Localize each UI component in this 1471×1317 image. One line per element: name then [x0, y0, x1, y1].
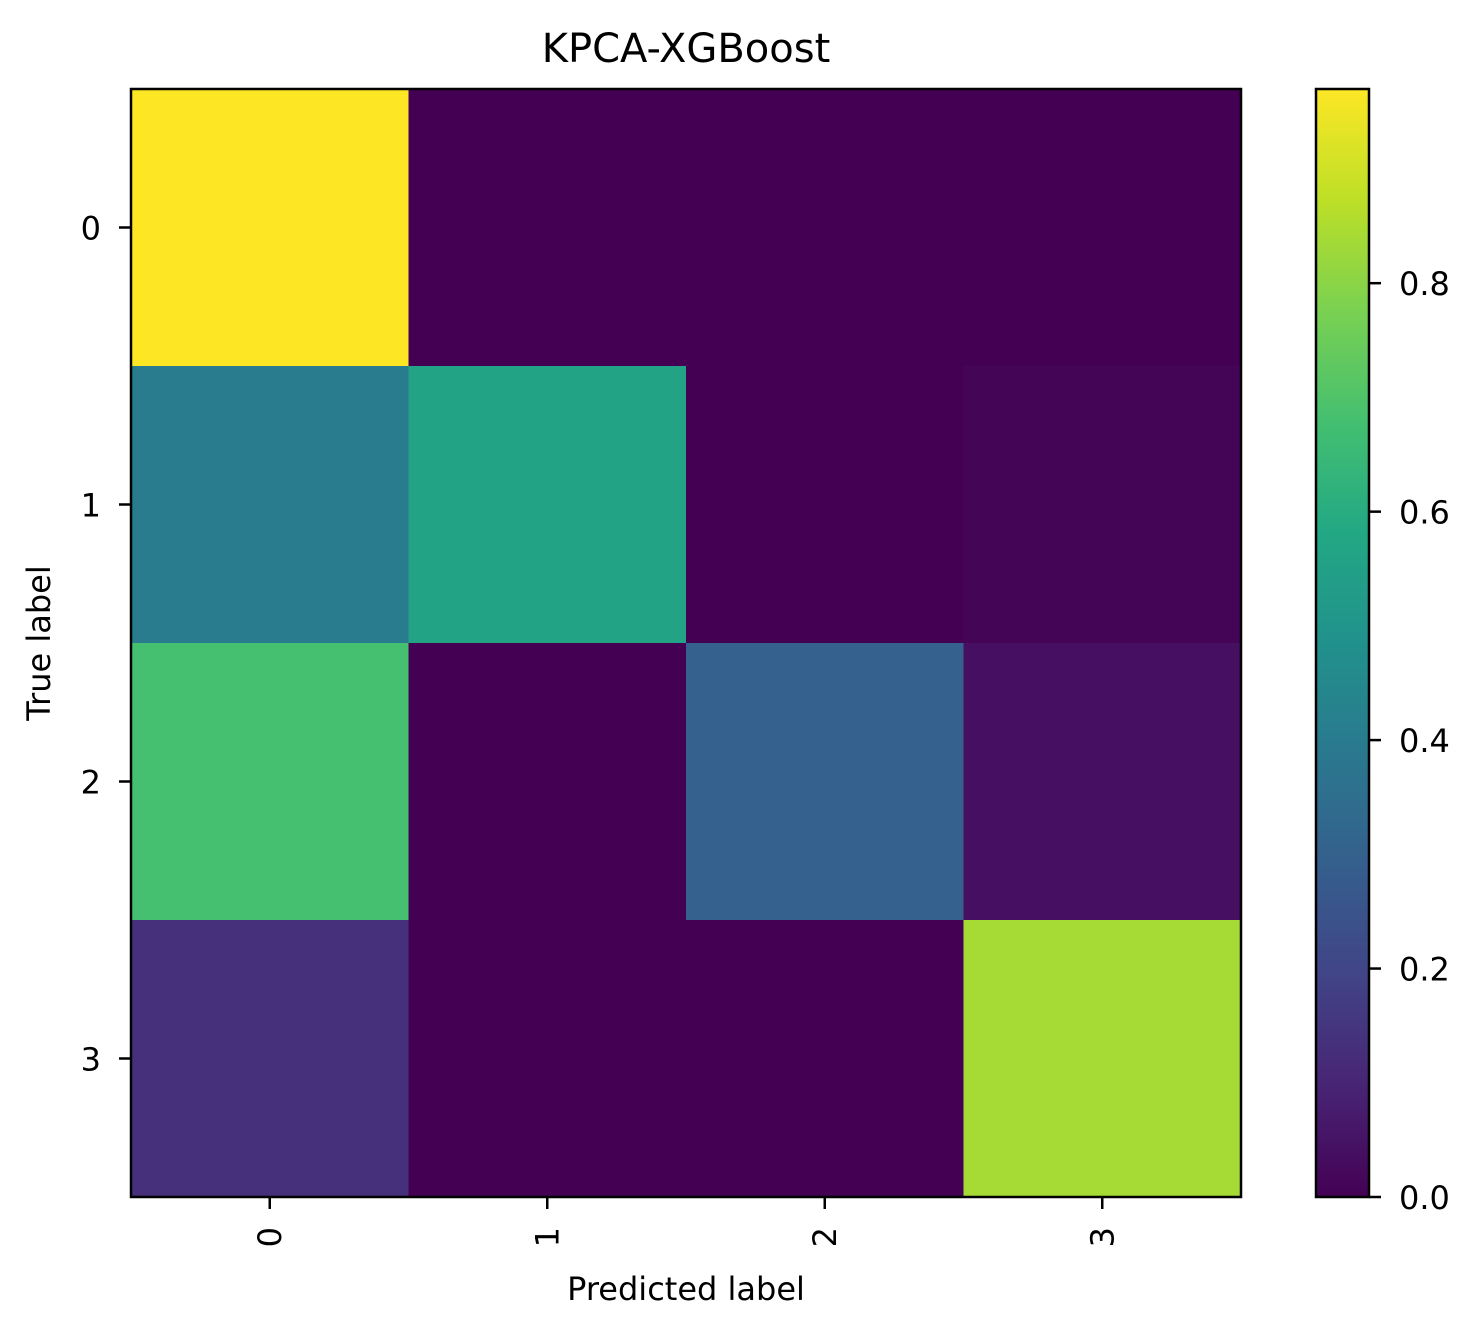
colorbar-tick-label: 0.4: [1399, 722, 1450, 760]
x-axis-label: Predicted label: [567, 1270, 805, 1308]
heatmap-cell: [686, 89, 965, 367]
heatmap-cell: [131, 643, 410, 921]
heatmap-cell: [963, 920, 1242, 1198]
colorbar-tick-label: 0.2: [1399, 951, 1450, 989]
colorbar-tick-label: 0.8: [1399, 265, 1450, 303]
colorbar: [1314, 87, 1371, 1199]
y-tick-label: 1: [81, 487, 101, 525]
x-tick-label: 2: [806, 1227, 844, 1247]
heatmap-cell: [963, 643, 1242, 921]
heatmap-cell: [131, 366, 410, 644]
y-axis-label: True label: [20, 565, 58, 722]
colorbar-ticks: 0.0 0.2 0.4 0.6 0.8: [1369, 265, 1450, 1217]
heatmap-cells: [131, 89, 1242, 1198]
heatmap-cell: [686, 920, 965, 1198]
heatmap-cell: [686, 643, 965, 921]
y-axis-ticks: 0 1 2 3: [81, 210, 131, 1079]
heatmap-cell: [408, 89, 687, 367]
heatmap-cell: [686, 366, 965, 644]
y-tick-label: 3: [81, 1041, 101, 1079]
heatmap-cell: [131, 920, 410, 1198]
plot-frame: [129, 87, 1243, 1199]
x-tick-label: 1: [528, 1227, 566, 1247]
heatmap-cell: [408, 920, 687, 1198]
heatmap-cell: [408, 643, 687, 921]
x-tick-label: 0: [251, 1227, 289, 1247]
heatmap-cell: [408, 366, 687, 644]
colorbar-tick-label: 0.0: [1399, 1179, 1450, 1217]
y-tick-label: 2: [81, 764, 101, 802]
heatmap-cell: [963, 366, 1242, 644]
x-tick-label: 3: [1083, 1227, 1121, 1247]
heatmap-cell: [963, 89, 1242, 367]
x-axis-ticks: 0 1 2 3: [251, 1197, 1121, 1247]
y-tick-label: 0: [81, 210, 101, 248]
chart-title: KPCA-XGBoost: [542, 26, 831, 72]
colorbar-tick-label: 0.6: [1399, 494, 1450, 532]
heatmap-cell: [131, 89, 410, 367]
